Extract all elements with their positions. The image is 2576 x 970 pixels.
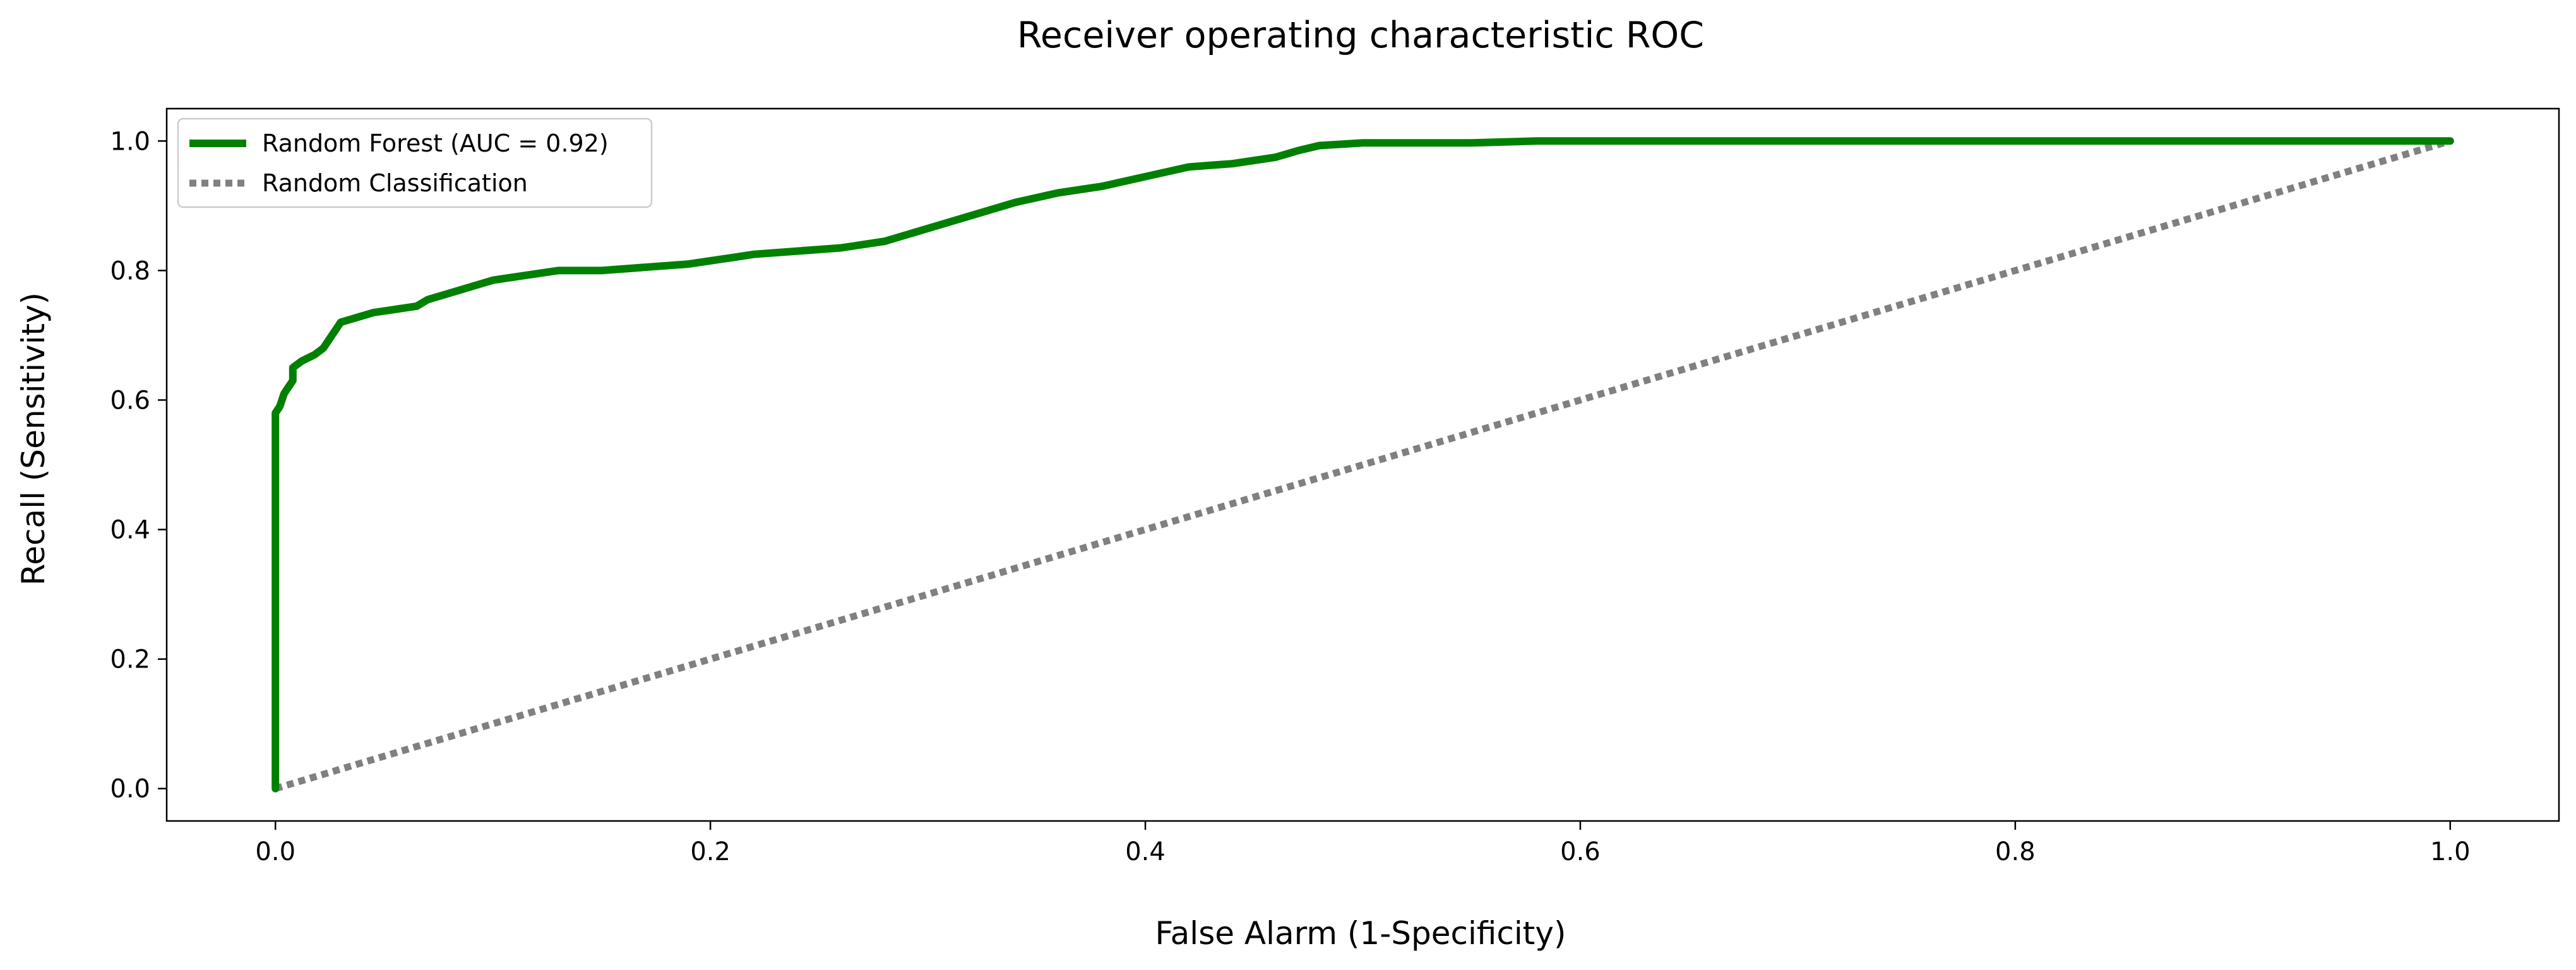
series-layer	[271, 137, 2454, 793]
x-tick-label: 0.2	[690, 837, 730, 866]
legend: Random Forest (AUC = 0.92) Random Classi…	[177, 117, 653, 208]
legend-box	[177, 117, 653, 208]
y-tick-label: 0.2	[110, 645, 150, 674]
series-line-random-forest	[271, 137, 2454, 793]
x-tick-label: 0.6	[1560, 837, 1601, 866]
plot-area: 0.0 0.2 0.4 0.6 0.8 1.0 0.0 0.2 0.4 0.6 0.8 1.0	[110, 107, 2560, 866]
legend-label-random-classification: Random Classification	[262, 169, 528, 197]
y-tick-label: 0.0	[110, 775, 150, 804]
y-axis-label: Recall (Sensitivity)	[15, 292, 52, 585]
series-line-random-classification	[274, 138, 2452, 792]
y-tick-label: 0.8	[110, 256, 150, 285]
x-axis: 0.0 0.2 0.4 0.6 0.8 1.0	[255, 821, 2471, 866]
x-tick-label: 1.0	[2430, 837, 2471, 866]
y-tick-label: 1.0	[110, 127, 150, 156]
x-tick-label: 0.8	[1995, 837, 2036, 866]
y-axis: 0.0 0.2 0.4 0.6 0.8 1.0	[110, 127, 167, 804]
x-axis-label: False Alarm (1-Specificity)	[1155, 915, 1566, 952]
y-tick-label: 0.6	[110, 386, 150, 415]
plot-frame	[165, 107, 2560, 822]
legend-label-random-forest: Random Forest (AUC = 0.92)	[262, 129, 609, 157]
chart-title: Receiver operating characteristic ROC	[1017, 15, 1704, 56]
x-tick-label: 0.4	[1125, 837, 1166, 866]
y-tick-label: 0.4	[110, 516, 150, 545]
x-tick-label: 0.0	[255, 837, 295, 866]
